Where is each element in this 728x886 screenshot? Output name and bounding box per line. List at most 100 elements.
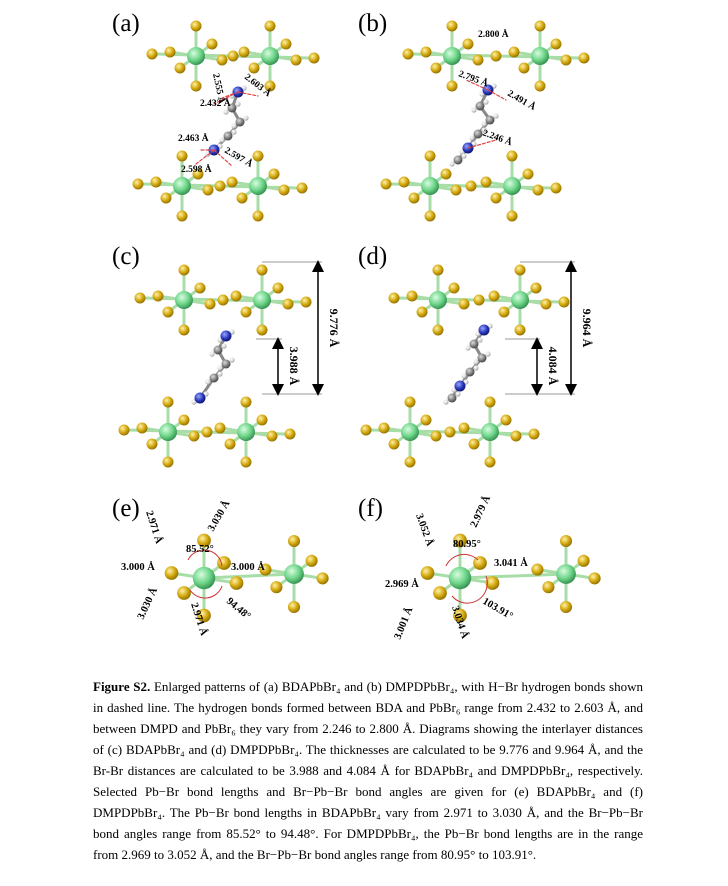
br-atom [134,292,146,304]
h-atom [461,373,467,379]
br-atom [178,264,190,276]
h-atom [477,337,483,343]
c-atom [447,393,457,403]
br-atom [424,210,436,222]
br-atom [468,438,480,450]
pb-atom [421,177,439,195]
br-atom [448,282,460,294]
pb-atom [261,47,279,65]
figure-caption: Figure S2. Enlarged patterns of (a) BDAP… [93,676,643,865]
br-atom [160,192,172,204]
br-atom [282,298,294,310]
br-atom [238,46,250,58]
pb-atom [556,564,576,584]
br-atom [534,80,546,92]
panel-label-b: (b) [358,10,387,37]
h-atom [243,115,249,121]
br-atom [484,396,496,408]
bond-line [465,79,489,91]
br-atom [506,150,518,162]
n-atom [478,324,490,336]
h-atom [209,351,215,357]
h-atom [473,365,479,371]
br-atom [162,306,174,318]
br-atom [202,184,214,196]
br-atom [176,150,188,162]
br-atom [264,20,276,32]
br-atom [256,264,268,276]
br-atom [490,50,502,62]
br-atom [177,586,191,600]
br-atom [174,62,186,74]
br-atom [316,572,329,585]
h-atom [217,371,223,377]
br-atom [360,424,372,436]
br-atom [164,566,179,580]
pb-atom [173,177,191,195]
br-atom [559,600,573,614]
br-atom [484,456,496,468]
h-atom [493,113,499,119]
br-atom [252,210,264,222]
br-atom [432,264,444,276]
br-atom [408,192,420,204]
h-atom [481,127,487,133]
br-atom [224,438,236,450]
br-atom [559,534,573,548]
br-atom [462,38,474,50]
bond-label-f-8: 103.91° [481,596,515,622]
bond-label-e-8: 94.48° [224,596,252,622]
br-atom [296,182,308,194]
br-atom [510,430,522,442]
br-atom [518,62,530,74]
br-atom [542,581,555,594]
c-atom [469,339,479,349]
br-atom [132,178,144,190]
br-atom [252,150,264,162]
br-atom [227,50,239,62]
bond-label-f-5: 2.969 Å [385,578,419,590]
c-atom [475,101,485,111]
bond-label-a-3: 2.432 Å [200,97,231,109]
bond-label-b-2: 2.795 Å [457,68,490,90]
bond-label-f-6: 3.001 Å [392,605,416,641]
h-atom [223,109,229,115]
br-atom [197,608,211,623]
br-atom [118,424,130,436]
h-atom [465,345,471,351]
br-atom [578,52,590,64]
caption-text: Enlarged patterns of (a) BDAPbBr₄ and (b… [93,679,643,862]
br-atom [446,80,458,92]
br-atom [458,298,470,310]
angle-arcs [187,549,488,604]
br-atom [424,150,436,162]
c-atom [453,155,463,165]
br-atom [540,298,552,310]
br-atom [204,298,216,310]
br-atom [577,554,590,567]
br-atom [404,456,416,468]
br-atom [146,438,158,450]
bond-label-a-5: 2.597 Å [223,144,256,170]
h-atom [461,153,467,159]
c-atom [223,131,233,141]
c-atom [465,367,475,377]
h-atom [231,123,237,129]
pb-atom [443,47,461,65]
br-atom [190,80,202,92]
bond-label-f-3: 80.95° [453,539,481,550]
br-atom [152,290,164,302]
br-atom [500,414,512,426]
h-atom [449,161,455,167]
br-atom [248,62,260,74]
br-atom [305,554,318,567]
br-atom [528,428,540,440]
bond-label-e-5: 3.000 Å [231,561,265,573]
h-atom [235,101,241,107]
br-atom [488,290,500,302]
dimension-lines [256,260,577,396]
h-atom [455,391,461,397]
br-atom [256,324,268,336]
br-atom [230,290,242,302]
bond-label-b-3: 2.491 Å [506,87,539,113]
